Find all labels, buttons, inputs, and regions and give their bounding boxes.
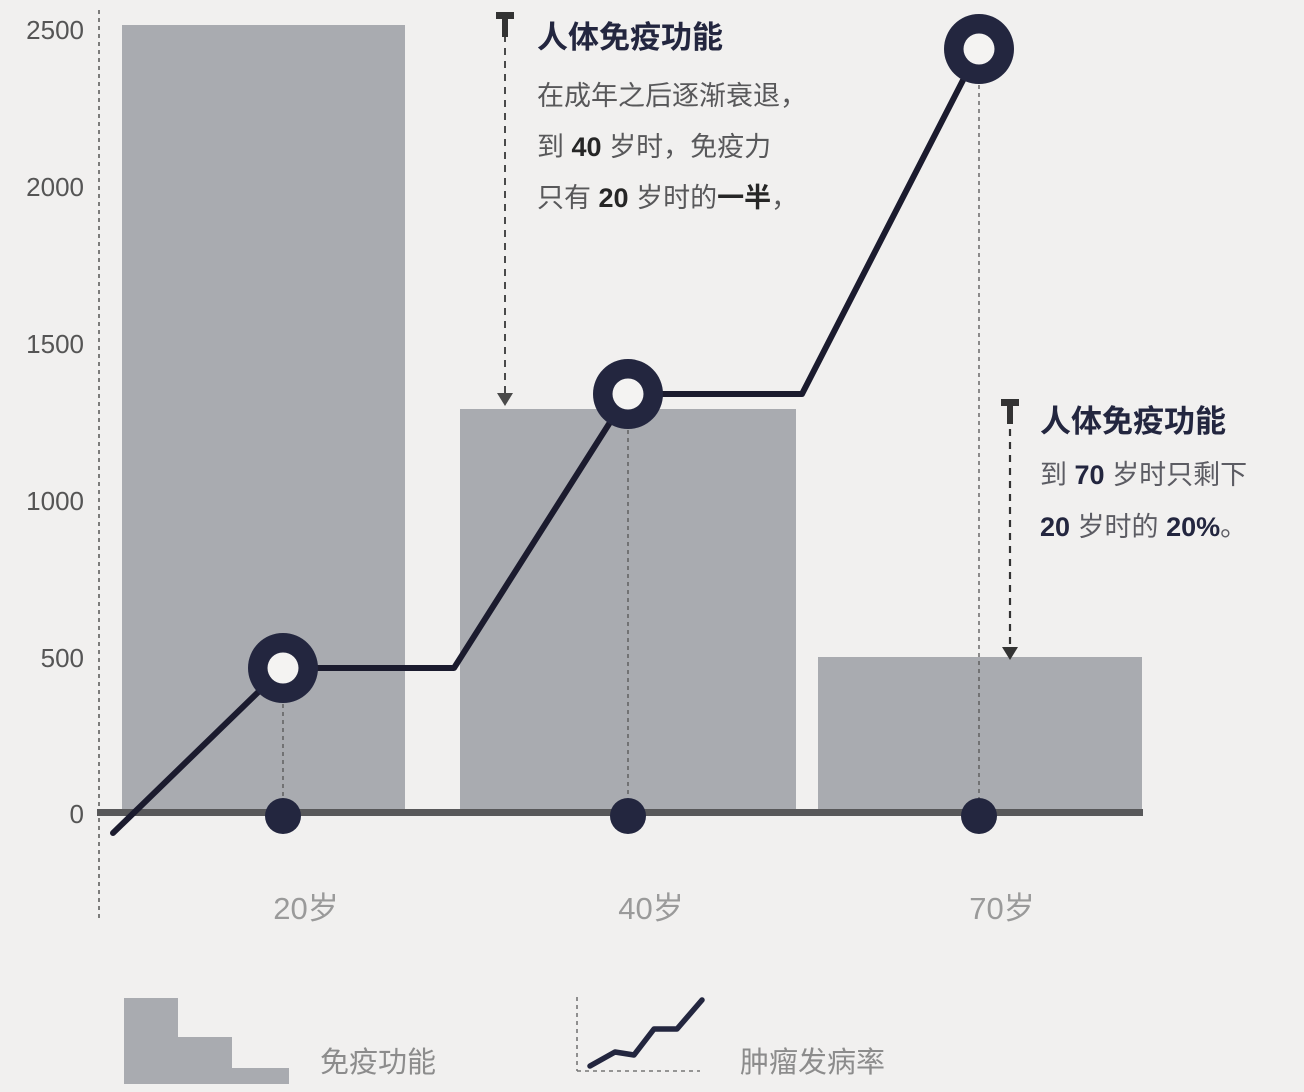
- svg-text:在成年之后逐渐衰退，: 在成年之后逐渐衰退，: [537, 81, 807, 111]
- svg-text:到 70 岁时只剩下: 到 70 岁时只剩下: [1040, 460, 1247, 490]
- svg-text:人体免疫功能: 人体免疫功能: [537, 20, 723, 55]
- svg-text:70岁: 70岁: [969, 891, 1034, 926]
- svg-text:0: 0: [70, 799, 84, 829]
- svg-text:人体免疫功能: 人体免疫功能: [1040, 404, 1226, 439]
- svg-text:2000: 2000: [26, 172, 84, 202]
- svg-text:免疫功能: 免疫功能: [320, 1046, 436, 1079]
- svg-text:500: 500: [41, 643, 84, 673]
- svg-text:20岁: 20岁: [273, 891, 338, 926]
- svg-text:1000: 1000: [26, 486, 84, 516]
- svg-text:2500: 2500: [26, 15, 84, 45]
- svg-text:1500: 1500: [26, 329, 84, 359]
- svg-text:肿瘤发病率: 肿瘤发病率: [740, 1046, 885, 1079]
- svg-text:到 40 岁时，免疫力: 到 40 岁时，免疫力: [537, 132, 771, 162]
- svg-text:20 岁时的 20%。: 20 岁时的 20%。: [1040, 512, 1247, 542]
- svg-text:40岁: 40岁: [618, 891, 683, 926]
- svg-text:只有 20 岁时的一半，: 只有 20 岁时的一半，: [537, 183, 798, 213]
